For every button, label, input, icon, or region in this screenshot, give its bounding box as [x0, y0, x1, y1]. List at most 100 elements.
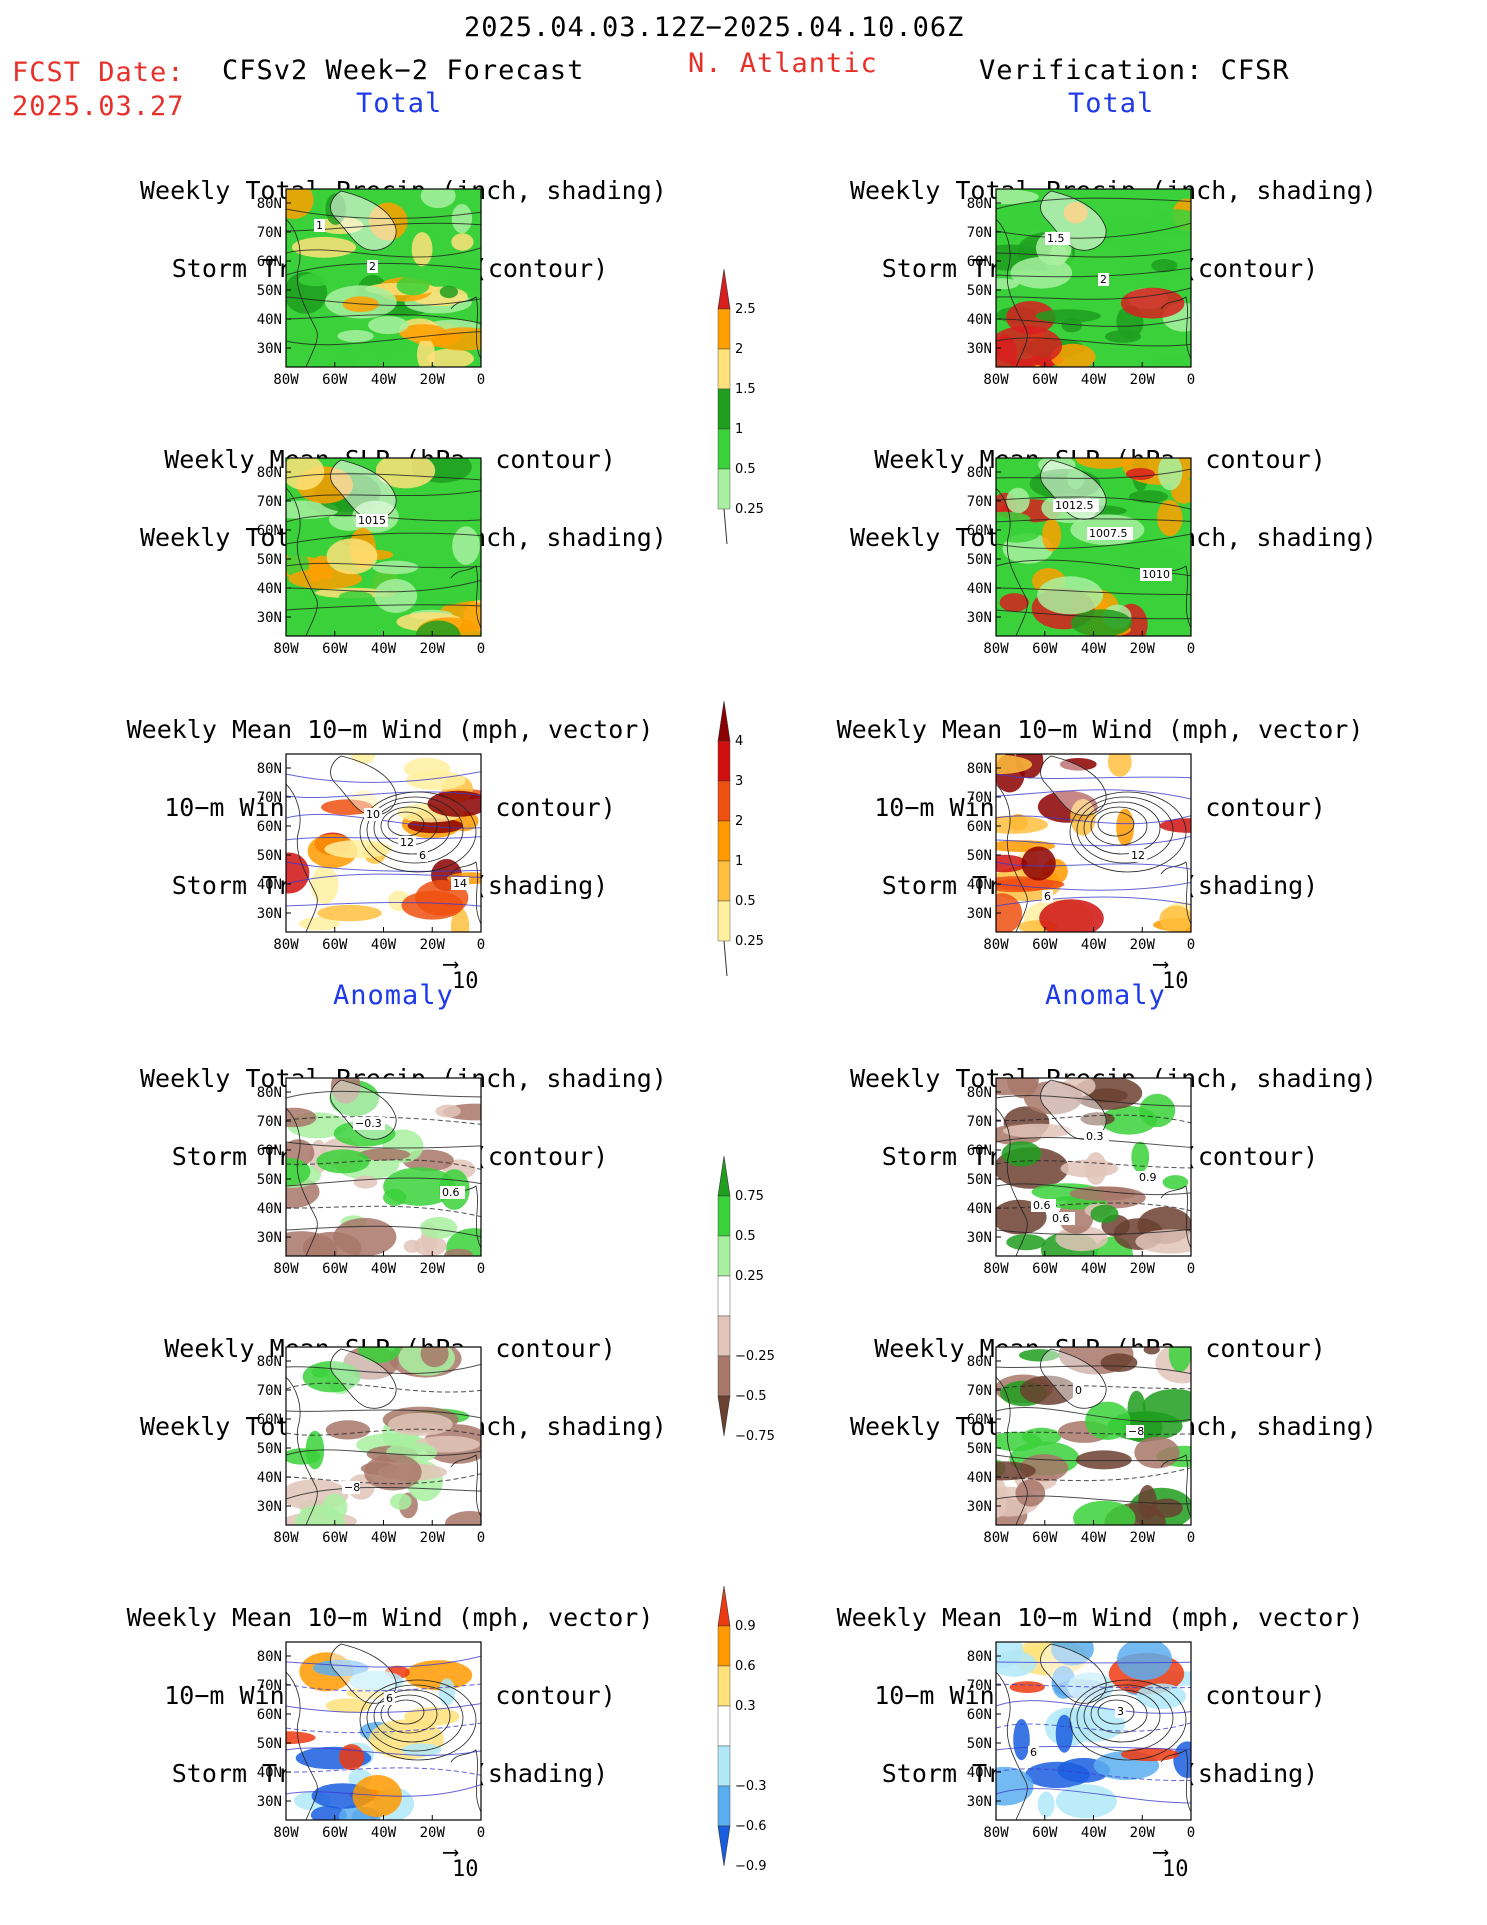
lon-tick-label: 40W	[371, 937, 397, 953]
contour-label: −8	[1128, 1425, 1144, 1438]
colorbar-label: 0.9	[735, 1619, 756, 1634]
lat-tick-label: 80N	[257, 465, 282, 481]
lat-tick-label: 60N	[967, 254, 992, 270]
coastline	[330, 190, 397, 251]
contour-label: 6	[1044, 890, 1051, 903]
colorbar-svg: 4 3 2 1 0.5 0.25	[717, 700, 764, 977]
map-svg: 1 2 80N 70N 60N 50N 40N 30N 80W 60W 40W 20W 0	[257, 188, 485, 388]
lon-tick-label: 0	[477, 1825, 485, 1841]
contour-label-bg	[353, 1117, 385, 1130]
lat-tick-label: 80N	[257, 196, 282, 212]
lat-tick-label: 70N	[967, 1114, 992, 1130]
contour-label-bg	[1042, 890, 1053, 903]
lat-tick-label: 80N	[967, 196, 992, 212]
lat-tick-label: 60N	[257, 523, 282, 539]
lat-tick-label: 60N	[967, 1707, 992, 1723]
colorbar-segment	[717, 860, 731, 902]
vector-ref-value: 10	[1162, 969, 1189, 994]
lon-tick-label: 80W	[983, 937, 1009, 953]
lat-tick-label: 40N	[967, 581, 992, 597]
map-svg: 6 80N 70N 60N 50N 40N 30N 80W 60W 40W 20W 0	[257, 1641, 485, 1841]
lat-tick-label: 50N	[257, 1172, 282, 1188]
lat-tick-label: 80N	[967, 1354, 992, 1370]
lon-tick-label: 60W	[1032, 1825, 1058, 1841]
lat-tick-label: 40N	[967, 312, 992, 328]
contour-label: 14	[453, 877, 467, 890]
lon-tick-label: 40W	[371, 641, 397, 657]
contour-label-bg	[1073, 1384, 1084, 1397]
colorbar-end-arrow	[717, 1585, 731, 1627]
lat-tick-label: 60N	[967, 819, 992, 835]
lat-tick-label: 30N	[967, 1499, 992, 1515]
lat-tick-label: 50N	[967, 1736, 992, 1752]
map-svg: 1007.5 1010 1012.5 80N 70N 60N 50N 40N 30N 80W 60W…	[967, 457, 1195, 657]
contour-label: 1	[316, 219, 323, 232]
lat-tick-label: 40N	[967, 1201, 992, 1217]
contour-label-bg	[367, 260, 378, 273]
colorbar-precip-anom: 0.75 0.5 0.25 −0.25 −0.5 −0.75	[712, 1152, 802, 1456]
lat-tick-label: 40N	[967, 877, 992, 893]
colorbar-precip-total: 2.5 2 1.5 1 0.5 0.25	[712, 265, 802, 569]
lat-tick-label: 70N	[967, 1383, 992, 1399]
colorbar-end-arrow	[717, 1395, 731, 1437]
lon-tick-label: 40W	[1081, 641, 1107, 657]
lon-tick-label: 80W	[983, 1261, 1009, 1277]
lat-tick-label: 70N	[967, 494, 992, 510]
lat-tick-label: 50N	[967, 552, 992, 568]
contour-label: −0.3	[355, 1117, 382, 1130]
lon-tick-label: 20W	[1130, 1261, 1156, 1277]
colorbar-end-arrow	[717, 1825, 731, 1867]
lon-tick-label: 20W	[420, 1530, 446, 1546]
contour-label: 1010	[1142, 568, 1170, 581]
contour-label-bg	[417, 849, 428, 862]
colorbar-label: 3	[735, 774, 743, 789]
map-fc-anom-precip: 0.6 −0.3 80N 70N 60N 50N 40N 30N 80W 60W 40W 20W 0	[248, 1076, 487, 1284]
contour-label: 12	[1131, 849, 1145, 862]
lat-tick-label: 30N	[257, 1499, 282, 1515]
section-total-right: Total	[1068, 88, 1155, 119]
lat-tick-label: 80N	[257, 1085, 282, 1101]
contour-label-bg	[1140, 568, 1172, 581]
lon-tick-label: 0	[1187, 641, 1195, 657]
lat-tick-label: 70N	[257, 1678, 282, 1694]
verification-title: Verification: CFSR	[979, 55, 1290, 86]
colorbar-label: 0.25	[735, 1269, 764, 1284]
contour-label-bg	[1045, 232, 1070, 245]
colorbar-label: 1	[735, 422, 743, 437]
lat-tick-label: 40N	[257, 1765, 282, 1781]
coastline	[1040, 190, 1107, 251]
fcst-date-value: 2025.03.27	[12, 91, 185, 122]
contour-label-bg	[314, 219, 325, 232]
colorbar-segment	[717, 1355, 731, 1397]
colorbar-label: 1.5	[735, 382, 756, 397]
lat-tick-label: 70N	[967, 1678, 992, 1694]
lon-tick-label: 0	[477, 937, 485, 953]
contour-label-bg	[364, 808, 382, 821]
section-total-left: Total	[356, 88, 443, 119]
map-svg: 0 −8 80N 70N 60N 50N 40N 30N 80W 60W 40W 20W 0	[967, 1346, 1195, 1546]
contour-label-bg	[398, 836, 416, 849]
lon-tick-label: 20W	[420, 1261, 446, 1277]
lon-tick-label: 40W	[371, 1261, 397, 1277]
lat-tick-label: 80N	[257, 1649, 282, 1665]
lon-tick-label: 20W	[1130, 641, 1156, 657]
lon-tick-label: 40W	[1081, 1530, 1107, 1546]
colorbar-label: 0.75	[735, 1189, 764, 1204]
colorbar-segment	[717, 308, 731, 350]
contour-label-bg	[1084, 1130, 1109, 1143]
lon-tick-label: 60W	[322, 372, 348, 388]
lon-tick-label: 20W	[1130, 937, 1156, 953]
colorbar-label: −0.25	[735, 1349, 775, 1364]
lat-tick-label: 80N	[967, 761, 992, 777]
map-svg: 3 6 80N 70N 60N 50N 40N 30N 80W 60W 40W 20W 0	[967, 1641, 1195, 1841]
lon-tick-label: 60W	[1032, 641, 1058, 657]
map-svg: 12 6 80N 70N 60N 50N 40N 30N 80W 60W 40W 20W 0	[967, 753, 1195, 953]
contour-label-bg	[356, 514, 388, 527]
lat-tick-label: 50N	[257, 283, 282, 299]
colorbar-label: 0.5	[735, 894, 756, 909]
colorbar-segment	[717, 388, 731, 430]
lat-tick-label: 80N	[967, 1085, 992, 1101]
lon-tick-label: 0	[477, 641, 485, 657]
contour-label: 0	[1075, 1384, 1082, 1397]
colorbar-segment	[717, 900, 731, 942]
